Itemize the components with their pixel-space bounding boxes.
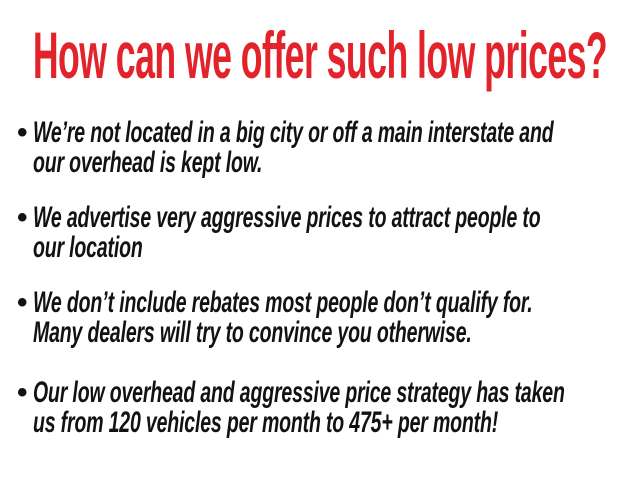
bullet-item: • Our low overhead and aggressive price …	[17, 378, 640, 438]
bullet-item: • We’re not located in a big city or off…	[17, 118, 640, 178]
bullet-text-line: Our low overhead and aggressive price st…	[33, 376, 565, 409]
bullet-text-line: our location	[33, 231, 143, 264]
bullet-text-line: We don’t include rebates most people don…	[33, 286, 533, 319]
bullet-text-line: us from 120 vehicles per month to 475+ p…	[33, 406, 499, 439]
bullet-icon: •	[17, 376, 28, 409]
bullet-icon: •	[17, 286, 28, 319]
bullet-text-line: We advertise very aggressive prices to a…	[33, 201, 541, 234]
bullet-item: • We advertise very aggressive prices to…	[17, 203, 640, 263]
bullet-text: We don’t include rebates most people don…	[33, 288, 640, 348]
bullet-text: We’re not located in a big city or off a…	[33, 118, 640, 178]
bullet-icon: •	[17, 201, 28, 234]
bullet-text-line: We’re not located in a big city or off a…	[33, 116, 554, 149]
bullet-text: Our low overhead and aggressive price st…	[33, 378, 640, 438]
bullet-text-line: our overhead is kept low.	[33, 146, 263, 179]
bullet-icon: •	[17, 116, 28, 149]
bullet-text: We advertise very aggressive prices to a…	[33, 203, 640, 263]
bullet-text-line: Many dealers will try to convince you ot…	[33, 316, 472, 349]
bullet-list: • We’re not located in a big city or off…	[17, 118, 640, 463]
bullet-item: • We don’t include rebates most people d…	[17, 288, 640, 348]
slide-title: How can we offer such low prices?	[32, 18, 608, 92]
